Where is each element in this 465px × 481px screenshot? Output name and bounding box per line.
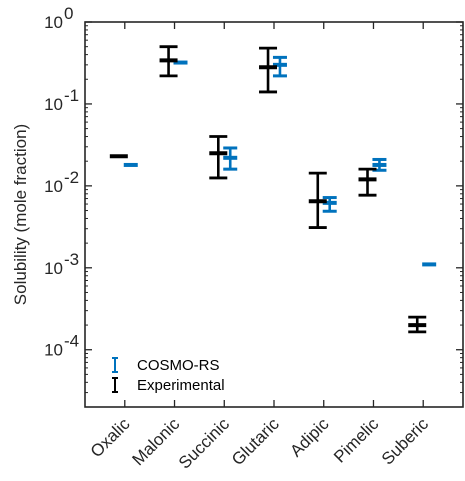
y-tick-exponent: -3 (64, 250, 79, 269)
x-category-label: Oxalic (87, 414, 134, 461)
y-tick-label: 10 (44, 341, 63, 360)
legend-label: COSMO-RS (137, 357, 220, 374)
y-tick-label: 10 (44, 13, 63, 32)
errorbar-experimental (308, 171, 327, 229)
x-category-label: Glutaric (228, 414, 283, 469)
errorbar-experimental (159, 45, 178, 78)
y-tick-label: 10 (44, 259, 63, 278)
series-layer (109, 45, 437, 334)
errorbar-cosmo-rs (272, 55, 287, 78)
x-category-label: Succinic (175, 414, 234, 473)
errorbar-cosmo-rs (223, 146, 238, 171)
x-category-label: Adipic (286, 414, 333, 461)
legend-entry: COSMO-RS (112, 357, 220, 374)
errorbar-experimental (358, 167, 377, 197)
y-tick-exponent: -4 (64, 332, 79, 351)
y-tick-label: 10 (44, 95, 63, 114)
plot-box (84, 21, 464, 408)
y-tick-label: 10 (44, 177, 63, 196)
legend-entry: Experimental (112, 377, 225, 394)
legend: COSMO-RS Experimental (112, 357, 225, 394)
x-category-label: Suberic (378, 414, 433, 469)
y-axis-title: Solubility (mole fraction) (11, 124, 30, 305)
errorbar-experimental (408, 315, 427, 334)
y-tick-exponent: -2 (64, 168, 79, 187)
x-category-label: Pimelic (330, 414, 383, 467)
y-tick-exponent: -1 (64, 86, 79, 105)
legend-label: Experimental (137, 377, 225, 394)
y-tick-exponent: 0 (64, 4, 73, 23)
errorbar-experimental (259, 46, 278, 94)
errorbar-experimental (209, 135, 228, 180)
